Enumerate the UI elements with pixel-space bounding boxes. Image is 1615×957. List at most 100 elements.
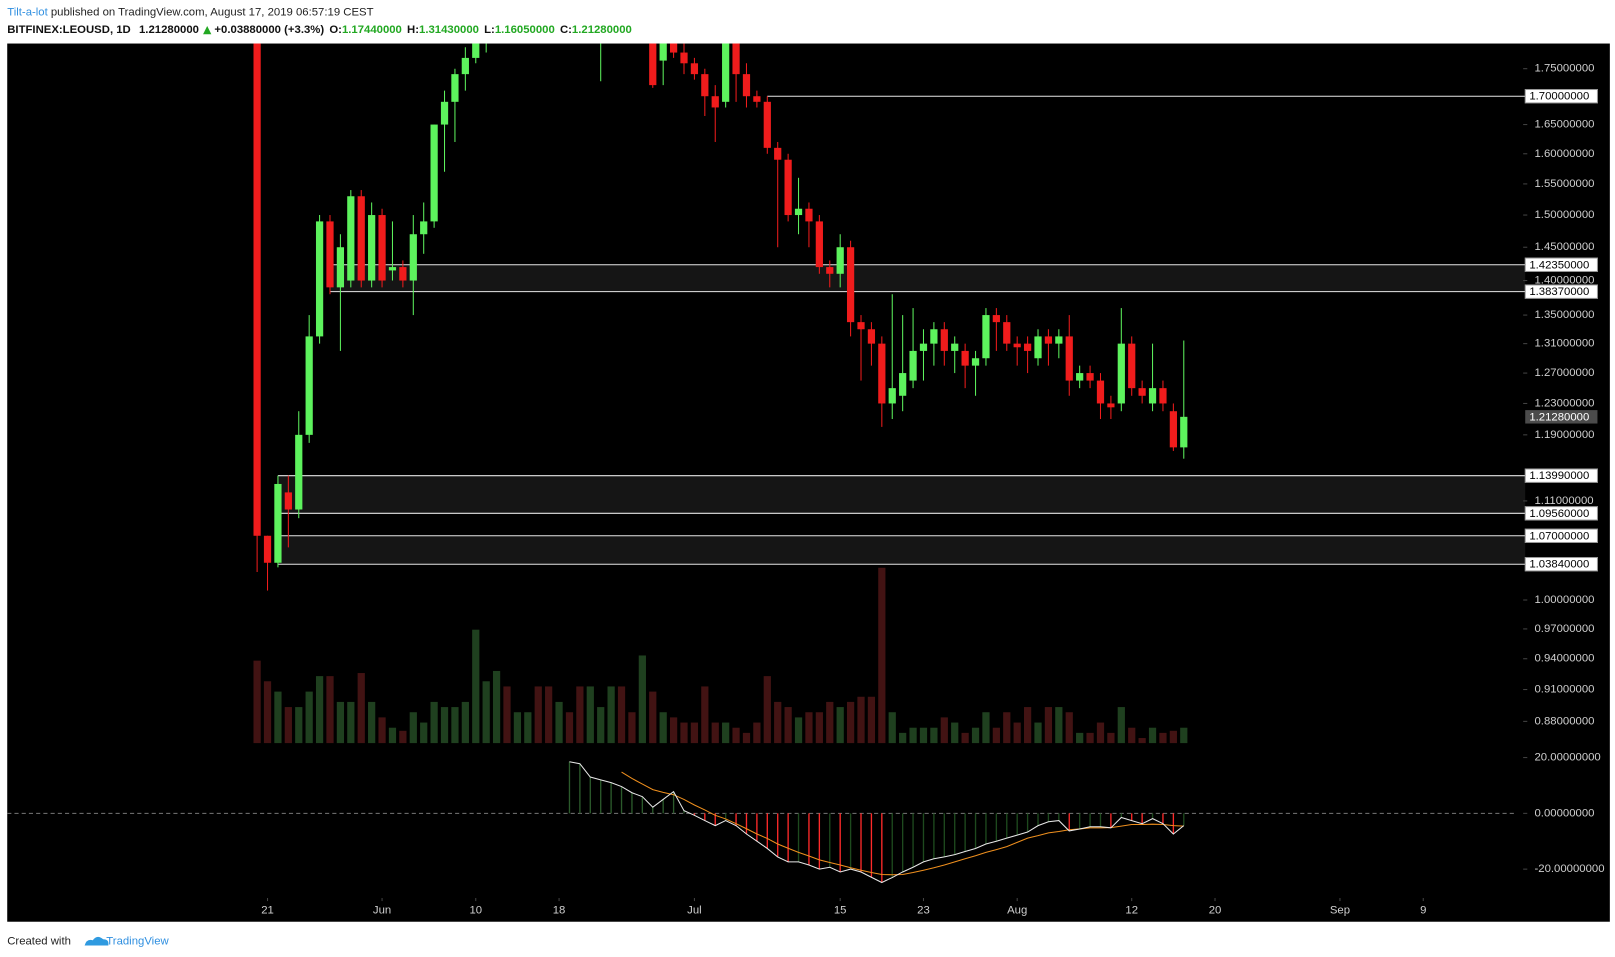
candle-body — [888, 388, 896, 404]
volume-bar — [1138, 738, 1146, 744]
candle-body — [649, 43, 657, 86]
candle-body — [669, 43, 678, 53]
candle-body — [430, 124, 438, 222]
y-tick-label: 1.23000000 — [1535, 397, 1595, 409]
volume-bar — [1169, 730, 1177, 744]
candle-body — [378, 215, 386, 281]
volume-bar — [982, 712, 990, 744]
candle-body — [909, 350, 917, 381]
volume-bar — [1117, 707, 1125, 744]
level-label: 1.09560000 — [1529, 508, 1589, 520]
zone — [277, 535, 1526, 565]
volume-bar — [846, 701, 855, 744]
x-tick-label: Sep — [1330, 904, 1350, 916]
volume-bar — [1013, 722, 1021, 744]
volume-bar — [971, 727, 980, 744]
candle-body — [1107, 403, 1115, 408]
y-tick-label: 1.40000000 — [1535, 275, 1595, 287]
levels — [277, 95, 1526, 565]
candle-body — [899, 373, 907, 396]
volume-bar — [430, 701, 438, 744]
volume-bar — [565, 712, 574, 744]
volume-bar — [492, 670, 501, 744]
volume-bar — [1128, 727, 1136, 744]
symbol: BITFINEX:LEOUSD, 1D — [7, 24, 131, 36]
x-tick-label: 20 — [1209, 904, 1222, 916]
volume-bar — [388, 727, 397, 744]
volume-bar — [1034, 722, 1042, 744]
volume-bar — [534, 686, 542, 744]
ohlc-label: C: — [560, 24, 572, 36]
volume-bar — [347, 701, 355, 744]
footer-created: Created with — [7, 935, 71, 947]
candle-body — [1065, 336, 1073, 381]
volume-bar — [555, 701, 563, 744]
candle-body — [961, 350, 969, 366]
volume-bar — [940, 717, 948, 744]
candle-body — [846, 247, 855, 323]
volume-bar — [451, 707, 459, 744]
candle-body — [774, 147, 782, 160]
candle-body — [919, 343, 928, 351]
ohlc-label: O: — [329, 24, 342, 36]
volume-bar — [482, 681, 490, 744]
volume-bar — [1055, 707, 1063, 744]
candle-body — [326, 221, 334, 288]
volume-bar — [878, 567, 886, 744]
volume-bar — [794, 717, 803, 744]
y-tick-label: 1.75000000 — [1535, 63, 1595, 75]
volume-bar — [992, 727, 1000, 744]
footer-brand: TradingView — [106, 935, 169, 947]
ohlc-value: 1.21280000 — [572, 24, 632, 36]
volume-bar — [763, 676, 771, 744]
volume-bar — [607, 686, 615, 744]
candle-body — [878, 343, 886, 404]
level-label: 1.07000000 — [1529, 530, 1589, 542]
candle-body — [315, 221, 324, 337]
volume-bar — [336, 701, 345, 744]
volume-bar — [888, 712, 896, 744]
volume-bar — [826, 701, 834, 744]
x-tick-label: 12 — [1125, 904, 1138, 916]
change: +0.03880000 (+3.3%) — [214, 24, 324, 36]
candle-body — [992, 315, 1000, 323]
candle-body — [1034, 336, 1042, 359]
volume-bar — [472, 629, 480, 744]
y-tick-label: 0.94000000 — [1535, 653, 1595, 665]
volume-bar — [1159, 732, 1167, 744]
candle-body — [1117, 343, 1125, 404]
volume-bar — [774, 701, 782, 744]
volume-bar — [1086, 732, 1094, 744]
candle-body — [930, 329, 938, 344]
volume-bar — [732, 727, 740, 744]
y-tick-label: 1.31000000 — [1535, 338, 1595, 350]
y-tick-label: 0.88000000 — [1535, 715, 1595, 727]
y-tick-label: 0.97000000 — [1535, 623, 1595, 635]
candle-body — [753, 96, 761, 102]
x-tick-label: Jun — [373, 904, 391, 916]
price-pane — [253, 43, 1188, 744]
volume-bar — [378, 717, 386, 744]
candle-body — [368, 215, 376, 281]
candle-body — [815, 221, 823, 268]
volume-bar — [742, 732, 751, 744]
candle-body — [305, 336, 313, 435]
candle-body — [1055, 336, 1063, 344]
y-tick-label: 1.50000000 — [1535, 209, 1595, 221]
candle-body — [982, 315, 990, 359]
volume-bar — [617, 686, 626, 744]
candle-body — [680, 52, 688, 64]
candle-body — [701, 74, 709, 97]
candle-body — [784, 159, 792, 216]
x-tick-label: 10 — [469, 904, 482, 916]
candle-body — [1013, 343, 1021, 348]
volume-bar — [722, 722, 730, 744]
change-arrow — [203, 25, 212, 35]
volume-bar — [420, 722, 428, 744]
volume-bar — [815, 712, 823, 744]
y-tick-label: 1.11000000 — [1535, 495, 1594, 507]
candle-body — [722, 43, 730, 102]
level-label: 1.13990000 — [1529, 470, 1589, 482]
x-tick-label: 9 — [1420, 904, 1426, 916]
